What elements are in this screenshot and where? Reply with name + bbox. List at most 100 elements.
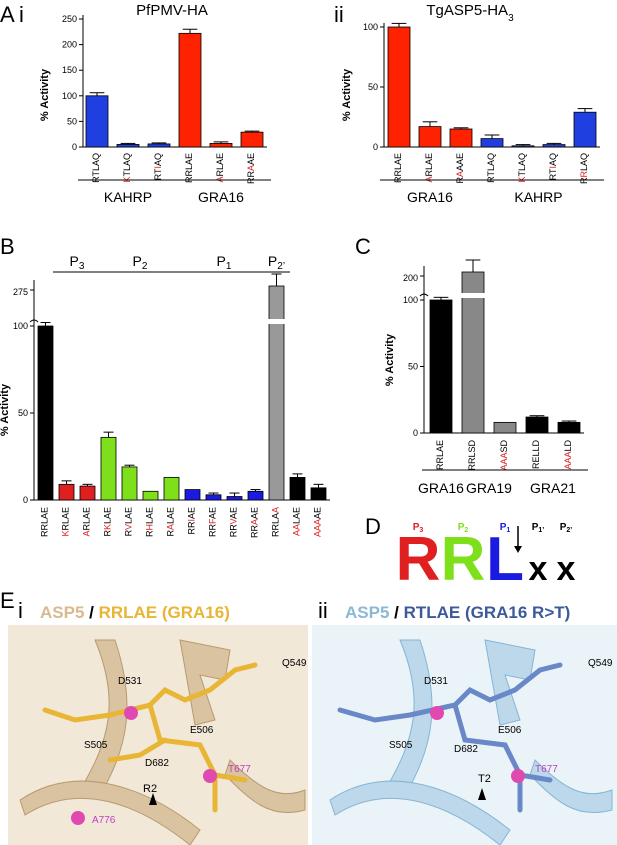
- motif-letter: R: [396, 525, 441, 594]
- position-header: P3: [70, 253, 85, 272]
- label-part: RT: [548, 168, 558, 180]
- motif-position-letter: P: [532, 522, 539, 533]
- motif-position-subscript: 1’: [538, 527, 544, 534]
- y-tick-label: 50: [18, 408, 28, 418]
- motif-position-letter: P: [500, 522, 507, 533]
- label-part: RLAE: [215, 153, 225, 177]
- water-sphere: [511, 769, 525, 783]
- label-part: R: [166, 530, 176, 537]
- water-sphere: [203, 769, 217, 783]
- x-tick-label: KTLAQ: [517, 153, 527, 183]
- bar: [79, 485, 96, 501]
- arrowhead-icon: [149, 793, 157, 805]
- x-tick-label: RAAAE: [455, 153, 465, 184]
- bar: [205, 494, 222, 501]
- bar: [85, 95, 109, 148]
- x-tick-label: RRIAE: [187, 507, 197, 535]
- label-part: AE: [208, 507, 218, 519]
- y-tick-label: 0: [373, 142, 378, 152]
- label-part: RR: [187, 521, 197, 534]
- x-tick-label: RRFAE: [208, 507, 218, 537]
- axis-break-mark: [419, 293, 429, 297]
- chart-Ai: PfPMV-HA % Activity 0 50 100 150 200 250 RTLAQ KT…: [39, 2, 271, 205]
- y-tick-label: 50: [67, 116, 77, 126]
- label-part: LAE: [292, 507, 302, 524]
- label-part: LAE: [145, 507, 155, 524]
- label-part: RRLA: [271, 513, 281, 537]
- title-part: PfPMV-HA: [136, 2, 208, 19]
- structure-title-part: RRLAE (GRA16): [99, 603, 230, 622]
- x-tick-label: RVLAE: [124, 507, 134, 536]
- position-letter: P: [133, 253, 142, 269]
- x-tick-label: KRLAE: [61, 507, 71, 537]
- charts-layer: PfPMV-HA% Activity050100150200250RTLAQKT…: [0, 2, 604, 538]
- bar: [542, 144, 566, 148]
- label-part: RRLAE: [393, 153, 403, 183]
- position-subscript: 2’: [277, 261, 285, 272]
- x-tick-label: RRLAE: [435, 440, 445, 470]
- position-letter: P: [70, 253, 79, 269]
- group-label: GRA16: [198, 189, 244, 205]
- panel-label-E: E: [0, 588, 15, 613]
- y-tick-label: 150: [62, 65, 77, 75]
- y-axis-label: % Activity: [341, 68, 353, 121]
- label-part: LAE: [103, 507, 113, 524]
- residue-label: Q549: [588, 658, 613, 669]
- bar: [116, 144, 140, 148]
- x-tick-label: RRLAA: [271, 507, 281, 537]
- bar: [493, 421, 517, 434]
- label-part-mutation: F: [208, 518, 218, 524]
- y-tick-label-break: 200: [403, 273, 418, 283]
- peptide-sticks-i: [42, 662, 258, 813]
- label-part-mutation: AA: [292, 524, 302, 536]
- bar-break-gap: [268, 319, 285, 324]
- label-part: LAE: [166, 507, 176, 524]
- position-letter: P: [217, 253, 226, 269]
- position-header: P1: [217, 253, 232, 272]
- panel-label-Eii: ii: [318, 598, 328, 623]
- motif-position-label: P2: [458, 522, 469, 534]
- position-subscript: 3: [79, 261, 85, 272]
- arrowhead-icon: [478, 788, 486, 800]
- y-tick-label: 100: [13, 321, 28, 331]
- x-tick-label: ARLAE: [215, 153, 225, 183]
- x-tick-label: RRLAQ: [579, 153, 589, 184]
- structure-title-i: ASP5 / RRLAE (GRA16): [40, 603, 230, 622]
- label-part: LAE: [124, 507, 134, 524]
- x-tick-label: RRLAE: [40, 507, 50, 537]
- bar: [178, 32, 202, 148]
- motif-position-subscript: 2: [464, 527, 468, 534]
- bar: [289, 476, 306, 501]
- label-part: LD: [563, 440, 573, 452]
- x-tick-label: RRVAE: [229, 507, 239, 537]
- x-tick-label: RRAAE: [246, 153, 256, 184]
- x-tick-label: RKLAE: [103, 507, 113, 537]
- bar: [226, 496, 243, 501]
- label-part-mutation: A: [246, 165, 256, 171]
- label-part: R: [103, 530, 113, 537]
- y-axis-label: % Activity: [39, 68, 51, 121]
- label-part: TLAQ: [517, 153, 527, 177]
- bar: [240, 131, 264, 148]
- chart-title: TgASP5-HA3: [426, 2, 514, 24]
- residue-label: D531: [424, 676, 448, 687]
- y-tick-label: 50: [408, 362, 418, 372]
- bar: [511, 145, 535, 148]
- structure-labels-i: D531 Q549 S505 E506 D682 T677 R2 A776: [84, 658, 307, 826]
- y-tick-label: 0: [413, 428, 418, 438]
- motif-letter: x: [557, 550, 576, 588]
- chart-Aii: TgASP5-HA3% Activity050100RRLAEARLAERAAA…: [341, 2, 604, 205]
- label-part: TLAQ: [122, 153, 132, 177]
- label-part: RR: [250, 525, 260, 538]
- residue-label: D682: [145, 758, 169, 769]
- panel-label-Aii: ii: [334, 2, 344, 27]
- x-tick-label: RALAE: [166, 507, 176, 537]
- position-letter: P: [268, 253, 277, 269]
- label-part-mutation: AAA: [313, 519, 323, 537]
- group-label: GRA16: [418, 480, 464, 496]
- bar: [525, 416, 549, 434]
- motif-position-letter: P: [560, 522, 567, 533]
- label-part-mutation: V: [229, 518, 239, 524]
- group-label: GRA16: [407, 189, 453, 205]
- label-part-mutation: A: [250, 519, 260, 525]
